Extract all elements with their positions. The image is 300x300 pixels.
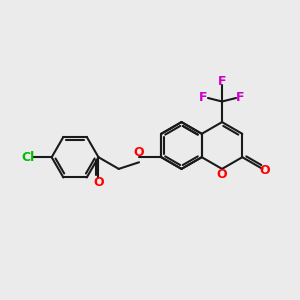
Text: F: F (236, 92, 245, 104)
Text: O: O (93, 176, 104, 189)
Text: F: F (199, 92, 208, 104)
Text: Cl: Cl (21, 151, 34, 164)
Text: O: O (217, 168, 227, 181)
Text: O: O (260, 164, 270, 177)
Text: F: F (218, 75, 226, 88)
Text: O: O (134, 146, 144, 159)
